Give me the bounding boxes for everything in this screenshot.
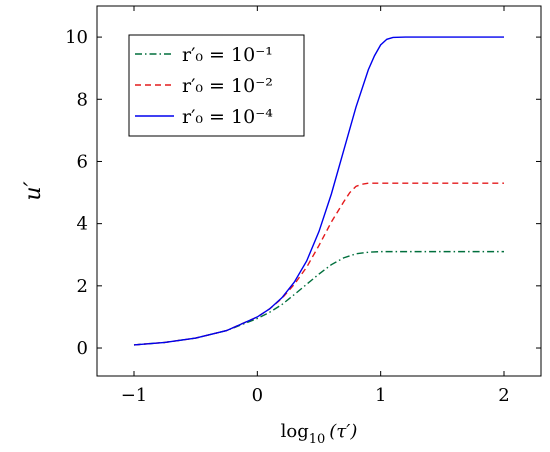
y-tick-label: 4 [77,214,88,235]
y-tick-label: 8 [77,89,88,110]
legend-label-2: r′₀ = 10⁻² [182,75,273,97]
legend-label-1: r′₀ = 10⁻¹ [182,44,273,66]
x-tick-label: 0 [252,385,263,406]
plot-layer [96,5,542,377]
series-line-2 [133,182,504,346]
y-axis-title: u′ [21,181,46,200]
series-line-1 [133,250,504,346]
x-axis-title: log10 (τ′) [281,421,358,447]
y-tick-label: 2 [77,276,88,297]
y-tick-label: 6 [77,151,88,172]
plot-frame [96,5,542,377]
x-tick-label: 2 [498,385,509,406]
x-axis-title-subscript: 10 [309,432,326,447]
x-tick-label: −1 [121,385,148,406]
x-axis-title-log: log [281,421,309,442]
legend: r′₀ = 10⁻¹ r′₀ = 10⁻² r′₀ = 10⁻⁴ [128,34,305,137]
x-tick-label: 1 [375,385,386,406]
y-tick-label: 0 [77,338,88,359]
tick-layer: −1 0 1 2 0 2 4 6 8 10 [65,6,541,406]
y-tick-label: 10 [65,27,88,48]
series-line-3 [133,36,504,346]
legend-label-3: r′₀ = 10⁻⁴ [182,106,273,128]
x-axis-title-argument: (τ′) [329,421,357,442]
